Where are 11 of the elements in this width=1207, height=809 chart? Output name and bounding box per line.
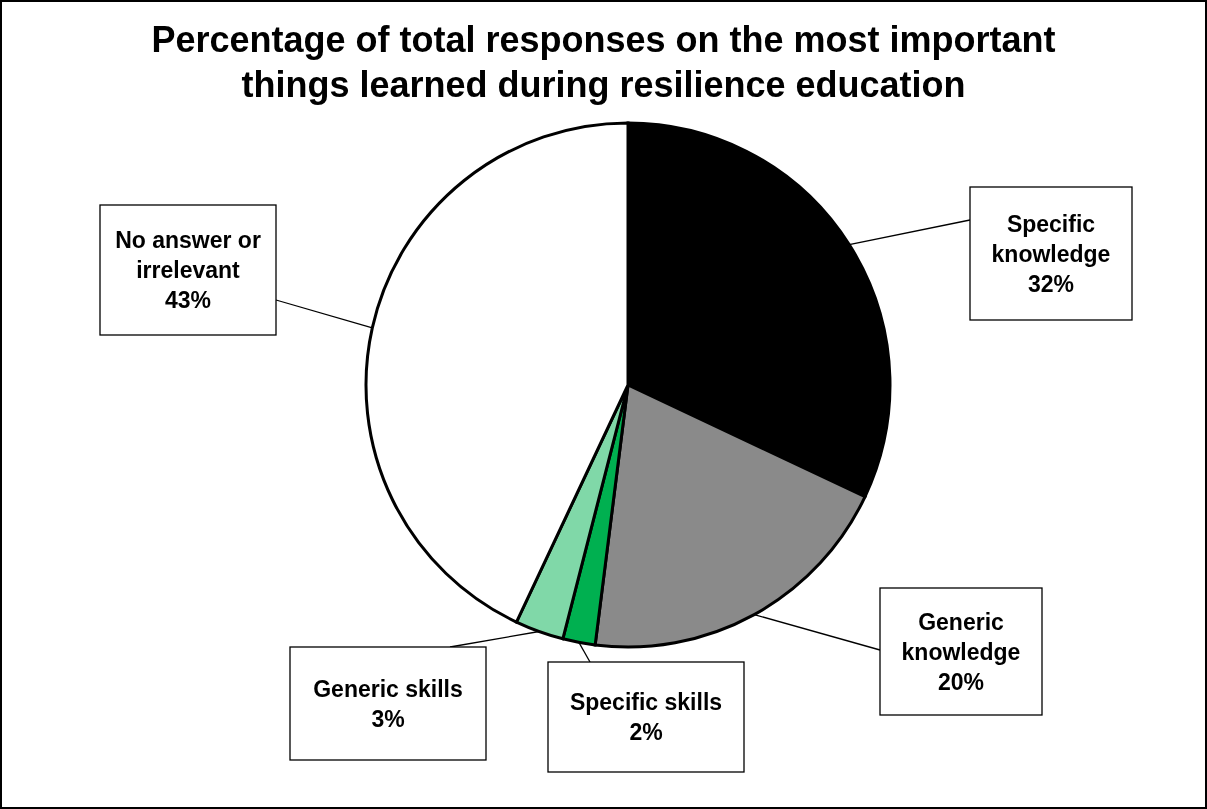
data-label: 20% xyxy=(937,668,985,695)
data-label: 32% xyxy=(1027,270,1075,297)
data-label: 3% xyxy=(371,705,405,732)
data-label: 2% xyxy=(629,719,663,745)
data-label: 43% xyxy=(164,287,212,313)
slice-label: Specific knowledge xyxy=(991,210,1111,267)
slice-label: No answer or irrelevant xyxy=(115,227,261,283)
chart-title: Percentage of total responses on the most important things learned during resilience education xyxy=(151,19,1056,105)
slice-label: Specific skills xyxy=(569,689,723,715)
slice-label: Generic knowledge xyxy=(901,608,1021,665)
slice-label: Generic skills xyxy=(313,675,463,702)
